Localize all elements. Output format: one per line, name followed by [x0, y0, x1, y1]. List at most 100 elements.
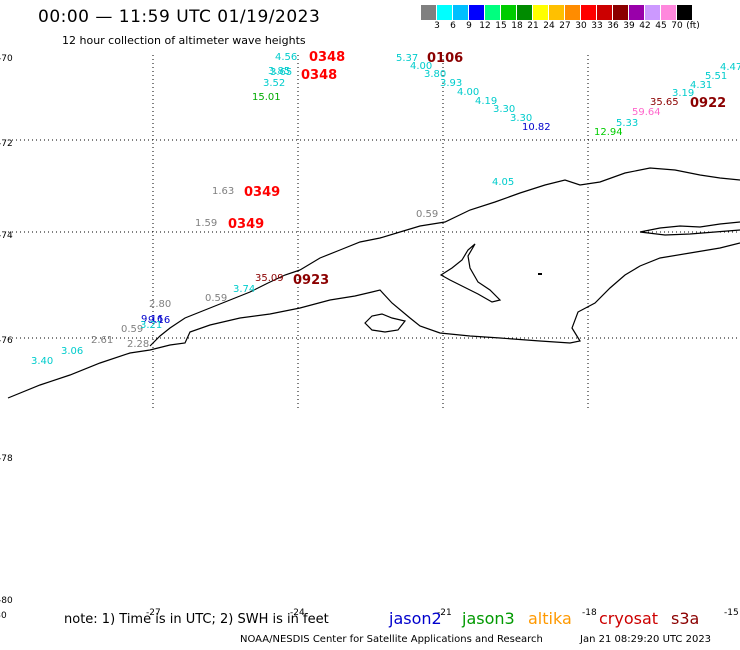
wave-height-observation: 0.59 — [416, 209, 438, 220]
longitude-label: -15 — [724, 608, 739, 618]
colorbar-swatch — [597, 5, 613, 20]
graticule — [8, 55, 740, 408]
wave-height-observation: 3.40 — [31, 356, 53, 367]
colorbar-swatch — [533, 5, 549, 20]
colorbar-label: 30 — [575, 21, 587, 31]
wave-height-observation: 5.51 — [705, 71, 727, 82]
longitude-label: -27 — [146, 608, 161, 618]
island-marker — [538, 273, 542, 275]
colorbar-label: 42 — [639, 21, 651, 31]
pass-time-label: 0348 — [301, 68, 337, 83]
observations-layer: 4.563.853.653.5215.015.374.003.803.934.0… — [31, 52, 740, 367]
colorbar-label: 33 — [591, 21, 603, 31]
colorbar-swatch — [517, 5, 533, 20]
map-subtitle: 12 hour collection of altimeter wave hei… — [62, 34, 306, 47]
wave-height-observation: 3.65 — [270, 67, 292, 78]
colorbar-swatch — [645, 5, 661, 20]
map-title: 00:00 — 11:59 UTC 01/19/2023 — [38, 7, 321, 27]
wave-height-colorbar — [421, 5, 693, 20]
wave-height-observation: 2.28 — [127, 339, 149, 350]
colorbar-swatch — [485, 5, 501, 20]
colorbar-swatch — [613, 5, 629, 20]
latitude-label: -72 — [0, 139, 13, 149]
satellite-legend-item: jason2 — [389, 609, 442, 628]
pass-time-label: 0349 — [228, 217, 264, 232]
colorbar-swatch — [581, 5, 597, 20]
colorbar-label: 27 — [559, 21, 571, 31]
pass-times-layer: 0348 0348 0106 0349 0349 0923 0922 — [228, 50, 726, 288]
credit-text: NOAA/NESDIS Center for Satellite Applica… — [240, 634, 543, 645]
latitude-label: -70 — [0, 54, 13, 64]
longitude-labels: -30 -27 -24 -21 -18 -15 — [0, 608, 739, 621]
coastline — [299, 167, 740, 271]
colorbar-swatch — [437, 5, 453, 20]
colorbar-label: 24 — [543, 21, 555, 31]
wave-height-observation: 3.85 — [268, 66, 290, 77]
wave-height-observation: 3.30 — [510, 113, 532, 124]
colorbar-swatch — [453, 5, 469, 20]
wave-height-observation: 59.64 — [632, 107, 661, 118]
wave-height-observation: 3.52 — [263, 78, 285, 89]
colorbar-label: 12 — [479, 21, 491, 31]
colorbar-swatch — [421, 5, 437, 20]
colorbar-label: 70 — [671, 21, 683, 31]
wave-height-observation: 4.31 — [690, 80, 712, 91]
latitude-label: -80 — [0, 596, 13, 606]
wave-height-observation: 4.05 — [492, 177, 514, 188]
pass-time-label: 0922 — [690, 96, 726, 111]
wave-height-observation: 1.59 — [195, 218, 217, 229]
colorbar-unit: (ft) — [686, 21, 700, 31]
colorbar-label: 15 — [495, 21, 507, 31]
wave-height-observation: 4.00 — [410, 61, 432, 72]
wave-height-observation: 4.47 — [720, 62, 740, 73]
wave-height-observation: 5.37 — [396, 53, 418, 64]
colorbar-label: 18 — [511, 21, 523, 31]
coastline — [364, 313, 407, 333]
wave-height-observation: 10.82 — [522, 122, 551, 133]
latitude-label: -78 — [0, 454, 13, 464]
longitude-label: -18 — [582, 608, 597, 618]
wave-height-observation: 15.01 — [252, 92, 281, 103]
longitude-label: -24 — [290, 608, 305, 618]
colorbar-swatch — [629, 5, 645, 20]
wave-height-observation: 2.80 — [149, 299, 171, 310]
longitude-label: -30 — [0, 611, 7, 621]
wave-height-observation: 0.59 — [121, 324, 143, 335]
pass-time-label: 0106 — [427, 51, 463, 66]
colorbar-swatch — [501, 5, 517, 20]
pass-time-label: 0349 — [244, 185, 280, 200]
wave-height-observation: 3.93 — [440, 78, 462, 89]
pass-time-label: 0348 — [309, 50, 345, 65]
coastline — [7, 242, 740, 399]
colorbar-label: 9 — [466, 21, 472, 31]
pass-time-label: 0923 — [293, 273, 329, 288]
wave-height-observation: 0.59 — [205, 293, 227, 304]
satellite-legend-item: jason3 — [462, 609, 515, 628]
generated-timestamp: Jan 21 08:29:20 UTC 2023 — [580, 634, 712, 645]
wave-height-observation: 35.09 — [255, 273, 284, 284]
satellite-legend-item: s3a — [671, 609, 700, 628]
wave-height-observation: 12.94 — [594, 127, 623, 138]
colorbar-swatch — [549, 5, 565, 20]
coastline — [149, 269, 301, 347]
latitude-label: -74 — [0, 231, 13, 241]
colorbar-label: 6 — [450, 21, 456, 31]
wave-height-observation: 2.61 — [91, 335, 113, 346]
colorbar-swatch — [565, 5, 581, 20]
wave-height-observation: 4.56 — [275, 52, 297, 63]
coastline — [439, 243, 502, 303]
wave-height-observation: 9.16 — [148, 315, 170, 326]
footer-note: note: 1) Time is in UTC; 2) SWH is in fe… — [64, 612, 329, 627]
satellite-legend-item: cryosat — [599, 609, 659, 628]
wave-height-observation: 3.06 — [61, 346, 83, 357]
wave-height-observation: 4.00 — [457, 87, 479, 98]
colorbar-swatch — [677, 5, 693, 20]
latitude-label: -76 — [0, 336, 13, 346]
wave-height-observation: 3.80 — [424, 69, 446, 80]
colorbar-label: 39 — [623, 21, 635, 31]
wave-height-observation: 35.65 — [650, 97, 679, 108]
satellite-legend-item: altika — [528, 609, 572, 628]
wave-height-observation: 1.63 — [212, 186, 234, 197]
